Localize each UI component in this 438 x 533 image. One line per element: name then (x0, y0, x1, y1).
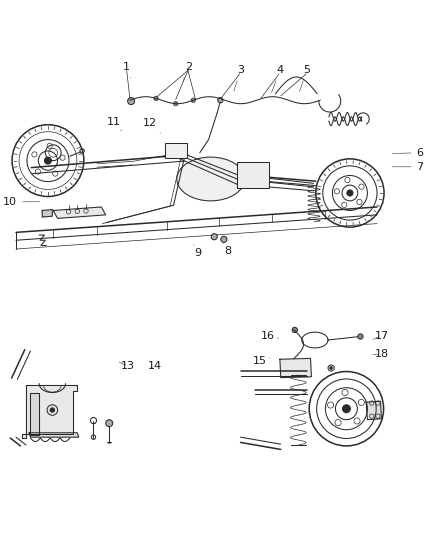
Circle shape (357, 334, 362, 339)
Circle shape (173, 101, 177, 106)
Circle shape (50, 408, 54, 412)
Polygon shape (29, 433, 78, 437)
Circle shape (329, 367, 332, 369)
Text: 1: 1 (123, 62, 131, 78)
Polygon shape (21, 385, 77, 438)
Circle shape (191, 98, 195, 102)
Text: 5: 5 (299, 66, 310, 91)
Circle shape (291, 327, 297, 333)
Circle shape (346, 190, 352, 196)
Text: 2: 2 (183, 62, 192, 82)
Text: 18: 18 (372, 349, 388, 359)
Circle shape (127, 98, 134, 104)
Circle shape (153, 96, 158, 101)
Polygon shape (365, 401, 381, 419)
Text: 11: 11 (106, 117, 121, 131)
Polygon shape (279, 358, 311, 378)
Text: 16: 16 (260, 330, 278, 341)
Circle shape (44, 157, 51, 164)
Text: 9: 9 (193, 245, 201, 259)
Text: 13: 13 (119, 361, 134, 372)
Ellipse shape (177, 157, 244, 201)
Text: 14: 14 (147, 361, 162, 372)
Text: 8: 8 (223, 243, 230, 256)
Circle shape (342, 405, 350, 413)
Circle shape (220, 236, 226, 243)
Text: 10: 10 (4, 197, 39, 207)
Circle shape (106, 419, 113, 426)
Text: 17: 17 (372, 330, 388, 341)
Polygon shape (42, 209, 52, 217)
Text: 15: 15 (252, 356, 269, 366)
Circle shape (217, 98, 223, 103)
FancyBboxPatch shape (164, 143, 186, 158)
Text: 6: 6 (392, 148, 423, 158)
Text: 4: 4 (271, 66, 283, 92)
FancyBboxPatch shape (237, 163, 268, 188)
Text: 3: 3 (233, 66, 244, 91)
Text: 7: 7 (392, 161, 423, 172)
Circle shape (211, 233, 217, 240)
Text: 12: 12 (143, 118, 160, 133)
Polygon shape (53, 207, 106, 219)
Polygon shape (30, 393, 39, 435)
